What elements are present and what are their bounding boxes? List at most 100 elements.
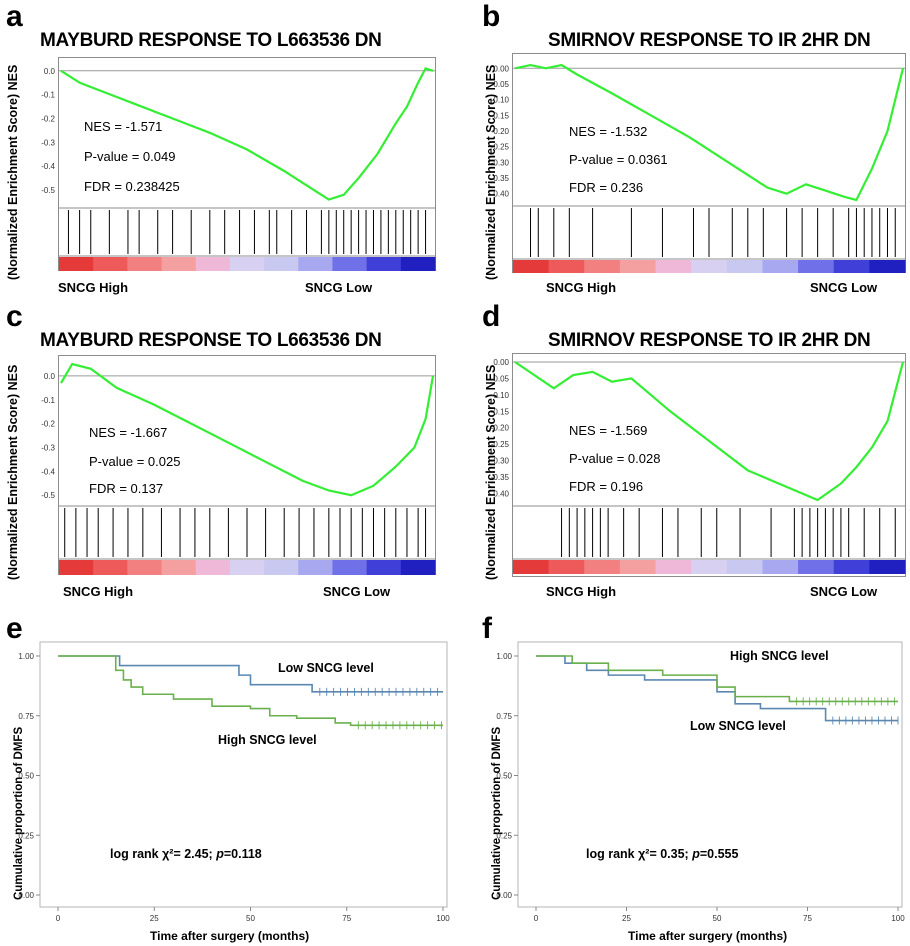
- panel-letter: d: [482, 300, 501, 333]
- heatmap-segment: [229, 560, 265, 575]
- p-value: P-value = 0.028: [569, 451, 661, 466]
- heatmap-segment: [548, 260, 585, 273]
- y-tick-label: -0.4: [41, 162, 55, 171]
- y-axis-label: Cumulative proportion of DMFS: [491, 727, 503, 900]
- enrichment-score-curve: [514, 63, 905, 202]
- x-right-label: SNCG Low: [323, 584, 391, 599]
- x-tick-label: 100: [436, 914, 450, 923]
- heatmap-segment: [513, 260, 550, 273]
- heatmap-segment: [726, 260, 763, 273]
- heatmap-segment: [869, 260, 906, 273]
- heatmap-segment: [332, 560, 368, 575]
- heatmap-segment: [619, 560, 657, 574]
- y-tick-label: -0.2: [41, 114, 55, 123]
- y-tick-label: -0.35: [491, 473, 510, 482]
- y-tick-label: 0.25: [18, 831, 34, 840]
- survival-curve: [536, 655, 898, 703]
- y-tick-label: -0.40: [491, 489, 510, 498]
- gsea-svg: 0.0 -0.1 -0.2 -0.3 -0.4 -0.5: [41, 67, 436, 271]
- y-tick-label: 0.25: [496, 831, 512, 840]
- heatmap-segment: [726, 560, 763, 574]
- x-left-label: SNCG High: [58, 280, 129, 295]
- x-tick-label: 0: [56, 914, 61, 923]
- gsea-plot-area: 0.00 -0.05 -0.10 -0.15 -0.20 -0.25 -0.30 -0.35 -…: [491, 353, 906, 577]
- fdr-value: FDR = 0.238425: [84, 179, 180, 194]
- heatmap-segment: [691, 260, 728, 273]
- heatmap-segment: [59, 560, 94, 575]
- fdr-value: FDR = 0.196: [569, 479, 644, 494]
- x-left-label: SNCG High: [63, 584, 134, 599]
- log-rank-stat: log rank χ²= 2.45; p=0.118: [110, 847, 262, 861]
- heatmap-segment: [798, 560, 835, 574]
- gsea-svg: 0.0 -0.1 -0.2 -0.3 -0.4 -0.5: [41, 362, 436, 575]
- x-axis-label: Time after surgery (months): [150, 929, 309, 943]
- y-tick-label: 0.00: [493, 64, 509, 73]
- y-tick-label: -0.40: [491, 190, 510, 199]
- gsea-svg: 0.00 -0.05 -0.10 -0.15 -0.20 -0.25 -0.30 -0.35 -…: [491, 63, 906, 273]
- heatmap-segment: [833, 560, 870, 574]
- y-tick-label: -0.20: [491, 127, 510, 136]
- fdr-value: FDR = 0.137: [89, 481, 164, 496]
- heatmap-segment: [332, 257, 368, 271]
- y-tick-label: -0.5: [41, 186, 55, 195]
- y-tick-label: 0.50: [496, 772, 512, 781]
- y-tick-label: 0.00: [18, 891, 34, 900]
- heatmap-segment: [298, 560, 333, 575]
- x-left-label: SNCG High: [546, 280, 617, 295]
- y-tick-label: 0.75: [18, 712, 34, 721]
- y-tick-label: -0.20: [491, 424, 510, 433]
- y-tick-label: -0.1: [41, 91, 55, 100]
- x-tick-label: 25: [622, 914, 631, 923]
- y-tick-label: -0.15: [491, 111, 510, 120]
- heatmap-segment: [93, 257, 128, 271]
- y-tick-label: 0.0: [44, 372, 56, 381]
- y-tick-label: -0.30: [491, 158, 510, 167]
- high-sncg-label: High SNCG level: [730, 649, 829, 663]
- heatmap-segment: [127, 257, 163, 271]
- plot-frame: [517, 641, 903, 908]
- heatmap-segment: [619, 260, 657, 273]
- y-tick-label: -0.05: [491, 374, 510, 383]
- y-tick-label: 0.00: [493, 358, 509, 367]
- heatmap-segment: [366, 257, 402, 271]
- panel-letter: f: [482, 612, 492, 645]
- heatmap-segment: [762, 260, 799, 273]
- heatmap-segment: [691, 560, 728, 574]
- panel-letter: b: [482, 0, 501, 33]
- x-axis-label: Time after surgery (months): [628, 929, 787, 943]
- low-sncg-label: Low SNCG level: [278, 661, 374, 675]
- heatmap-segment: [655, 260, 692, 273]
- y-tick-label: -0.35: [491, 174, 510, 183]
- heatmap-segment: [833, 260, 870, 273]
- heatmap-segment: [229, 257, 265, 271]
- y-tick-label: -0.15: [491, 407, 510, 416]
- nes-value: NES = -1.667: [89, 425, 168, 440]
- survival-curve: [58, 655, 443, 727]
- y-tick-label: -0.1: [41, 396, 55, 405]
- x-tick-label: 50: [246, 914, 255, 923]
- y-tick-label: 1.00: [18, 652, 34, 661]
- gsea-plot-area: 0.00 -0.05 -0.10 -0.15 -0.20 -0.25 -0.30 -0.35 -…: [491, 53, 906, 273]
- panel-title: MAYBURD RESPONSE TO L663536 DN: [40, 30, 382, 51]
- y-tick-label: -0.25: [491, 143, 510, 152]
- km-plot-svg: Cumulative proportion of DMFS Time after…: [491, 641, 905, 943]
- panel-letter: c: [6, 300, 23, 333]
- x-left-label: SNCG High: [546, 584, 617, 599]
- heatmap-segment: [298, 257, 333, 271]
- gsea-svg: 0.00 -0.05 -0.10 -0.15 -0.20 -0.25 -0.30 -0.35 -…: [491, 358, 906, 574]
- y-tick-label: -0.5: [41, 491, 55, 500]
- p-value: P-value = 0.0361: [569, 152, 668, 167]
- nes-value: NES = -1.532: [569, 124, 648, 139]
- heatmap-segment: [400, 560, 436, 575]
- heatmap-segment: [59, 257, 94, 271]
- enrichment-score-curve: [60, 67, 434, 201]
- y-tick-label: -0.25: [491, 440, 510, 449]
- heatmap-segment: [264, 257, 299, 271]
- x-tick-label: 0: [534, 914, 539, 923]
- log-rank-stat: log rank χ²= 0.35; p=0.555: [586, 847, 738, 861]
- y-tick-label: 1.00: [496, 652, 512, 661]
- heatmap-segment: [161, 257, 197, 271]
- gsea-plot-area: 0.0 -0.1 -0.2 -0.3 -0.4 -0.5: [41, 57, 436, 271]
- km-plot-svg: Cumulative proportion of DMFS Time after…: [13, 641, 450, 943]
- nes-value: NES = -1.569: [569, 423, 648, 438]
